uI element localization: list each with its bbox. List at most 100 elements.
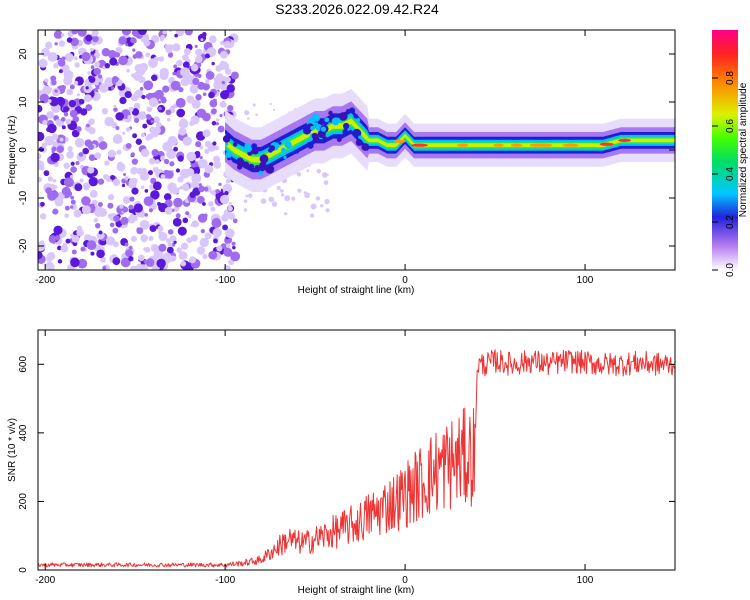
spectrogram-noise-cell xyxy=(102,265,107,270)
spectrogram-noise-cell xyxy=(128,106,134,112)
spectrogram-noise-cell xyxy=(166,246,174,254)
spectrogram-noise-cell xyxy=(101,48,111,57)
spectrogram-noise-cell xyxy=(145,93,152,100)
snr-x-axis: -200 -100 0 100 xyxy=(35,330,594,586)
colorbar-tick-label: 0.8 xyxy=(725,71,736,85)
spectrogram-peak xyxy=(618,138,631,142)
spectrogram-noise-cell xyxy=(120,216,129,225)
spectrogram-noise-cell xyxy=(190,223,194,227)
spectrogram-noise-cell xyxy=(130,73,136,78)
spectrogram-noise-cell xyxy=(177,226,187,236)
spectrogram-noise-cell xyxy=(162,30,167,35)
spectrogram-noise-cell xyxy=(108,50,117,59)
spectrogram-noise-cell xyxy=(199,237,210,248)
spectrogram-noise-cell xyxy=(219,50,228,59)
spectrogram-noise-cell xyxy=(56,192,65,201)
spectrogram-noise-cell xyxy=(179,168,190,179)
spectrogram-noise-cell xyxy=(176,59,183,67)
spectrogram-x-label: Height of straight line (km) xyxy=(298,285,415,296)
spectrogram-ridge-cell xyxy=(232,142,238,147)
spectrogram-noise-cell xyxy=(199,145,204,150)
spectrogram-noise-cell xyxy=(39,201,45,207)
spectrogram-noise-cell xyxy=(66,151,74,159)
spectrogram-noise-cell xyxy=(81,205,91,215)
spectrogram-ridge-cell xyxy=(267,147,273,153)
snr-x-label: Height of straight line (km) xyxy=(298,585,415,596)
spectrogram-noise-cell xyxy=(229,201,232,205)
spectrogram-noise-cell xyxy=(247,193,253,199)
spectrogram-noise-cell xyxy=(137,30,147,36)
colorbar-tick-label: 0.4 xyxy=(725,167,736,181)
spectrogram-noise-cell xyxy=(191,98,195,103)
spectrogram-noise-cell xyxy=(117,161,124,168)
spectrogram-y-tick-label: -10 xyxy=(18,190,29,205)
spectrogram-ridge-cell xyxy=(254,164,261,171)
spectrogram-noise-cell xyxy=(148,97,159,108)
spectrogram-noise-cell xyxy=(173,64,177,69)
colorbar-tick-label: 0.0 xyxy=(725,263,736,277)
spectrogram-noise-cell xyxy=(130,37,137,44)
spectrogram-noise-cell xyxy=(59,137,64,142)
spectrogram-noise-cell xyxy=(74,183,83,192)
spectrogram-y-axis: -20 -10 0 10 20 xyxy=(18,48,675,253)
spectrogram-noise-cell xyxy=(147,133,154,140)
spectrogram-ridge-cell xyxy=(320,126,327,132)
spectrogram-noise-cell xyxy=(140,148,150,158)
spectrogram-noise-cell xyxy=(165,170,174,179)
spectrogram-noise-cell xyxy=(284,212,288,216)
spectrogram-noise-cell xyxy=(61,186,71,196)
spectrogram-noise-cell xyxy=(63,162,70,169)
spectrogram-noise-cell xyxy=(162,85,170,93)
spectrogram-noise-cell xyxy=(167,182,177,192)
spectrogram-noise-cell xyxy=(107,193,115,201)
spectrogram-ridge-cell xyxy=(283,155,287,160)
spectrogram-noise-cell xyxy=(194,150,201,157)
spectrogram-noise-cell xyxy=(208,250,218,260)
spectrogram-noise-cell xyxy=(149,225,157,233)
spectrogram-noise-cell xyxy=(154,159,160,165)
spectrogram-ridge-cell xyxy=(322,136,328,142)
spectrogram-noise-cell xyxy=(139,171,150,181)
spectrogram-ridge-cell xyxy=(352,128,362,138)
spectrogram-peak xyxy=(393,139,406,143)
spectrogram-noise-cell xyxy=(53,225,63,235)
spectrogram-noise-cell xyxy=(143,247,147,251)
spectrogram-noise-cell xyxy=(69,84,75,90)
spectrogram-noise-cell xyxy=(184,30,193,36)
spectrogram-y-tick-label: 0 xyxy=(18,147,29,153)
spectrogram-noise-cell xyxy=(47,191,57,201)
colorbar-gradient xyxy=(712,30,738,270)
spectrogram-noise-cell xyxy=(111,86,115,90)
spectrogram-noise-cell xyxy=(175,168,181,173)
spectrogram-noise-cell xyxy=(178,118,189,129)
spectrogram-noise-cell xyxy=(225,243,231,249)
spectrogram-noise-cell xyxy=(70,195,74,200)
spectrogram-noise-cell xyxy=(97,178,105,185)
spectrogram-noise-cell xyxy=(173,240,177,244)
spectrogram-noise-cell xyxy=(57,245,62,251)
spectrogram-noise-cell xyxy=(51,133,59,141)
spectrogram-noise-cell xyxy=(58,69,63,74)
spectrogram-noise-cell xyxy=(177,187,181,191)
spectrogram-noise-cell xyxy=(130,235,137,242)
spectrogram-peak xyxy=(510,143,523,147)
spectrogram-ridge-cell xyxy=(355,139,363,147)
spectrogram-noise-cell xyxy=(132,133,138,139)
spectrogram-noise-cell xyxy=(227,205,233,212)
spectrogram-noise-cell xyxy=(48,235,57,244)
spectrogram-noise-cell xyxy=(205,71,215,80)
spectrogram-ridge-cell xyxy=(336,137,342,142)
spectrogram-noise-cell xyxy=(96,231,105,240)
spectrogram-noise-cell xyxy=(204,53,210,59)
spectrogram-ridge-cell xyxy=(343,122,350,130)
spectrogram-noise-cell xyxy=(190,63,199,72)
spectrogram-noise-cell xyxy=(64,213,69,218)
spectrogram-noise-cell xyxy=(122,131,126,135)
spectrogram-noise-cell xyxy=(200,228,206,234)
spectrogram-noise-cell xyxy=(197,33,207,43)
spectrogram-noise-cell xyxy=(202,253,208,260)
spectrogram-noise-cell xyxy=(54,163,59,167)
spectrogram-noise-cell xyxy=(159,37,164,42)
spectrogram-noise-cell xyxy=(123,173,127,177)
spectrogram-noise-cell xyxy=(45,41,53,49)
